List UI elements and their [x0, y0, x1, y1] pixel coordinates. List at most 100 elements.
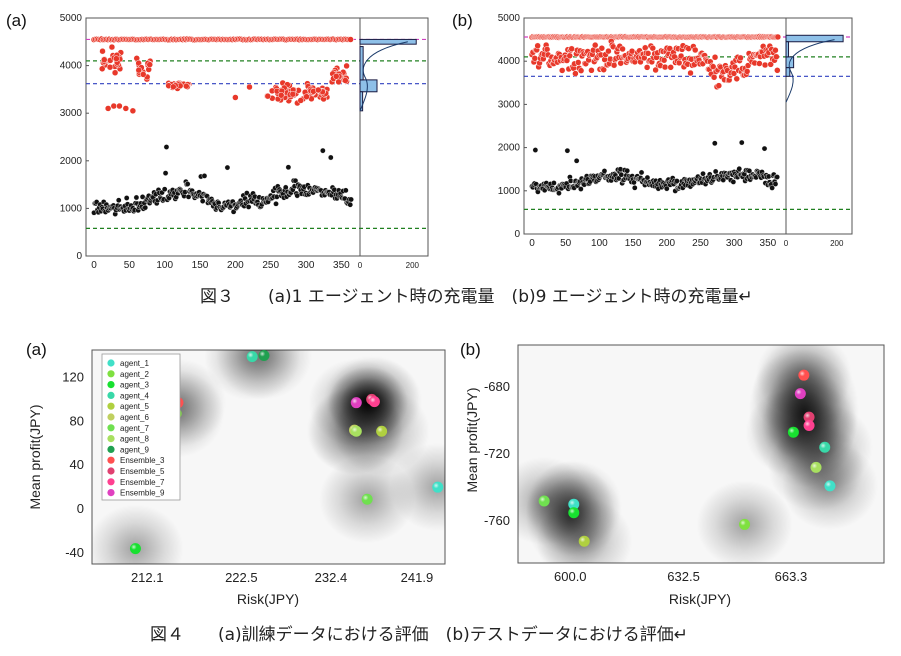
- black-point: [551, 180, 557, 186]
- red-point: [605, 47, 612, 55]
- fig4a-panel-label: (a): [26, 340, 47, 359]
- y-tick-label: 4000: [498, 56, 521, 67]
- red-point: [756, 60, 763, 67]
- red-point: [543, 46, 551, 53]
- hist-density-curve: [785, 39, 835, 103]
- red-point: [342, 77, 349, 84]
- black-point: [769, 185, 775, 191]
- point-highlight: [376, 425, 388, 437]
- hist-tick-label: 200: [830, 239, 844, 248]
- hist-bar: [785, 34, 844, 43]
- red-point: [139, 71, 147, 78]
- point-highlight: [350, 425, 362, 437]
- x-tick-label: 100: [591, 238, 608, 249]
- red-point: [246, 83, 253, 91]
- black-point: [736, 165, 743, 172]
- red-point: [558, 67, 566, 74]
- black-point: [162, 170, 169, 176]
- x-tick-label: 200: [658, 238, 675, 249]
- red-point: [643, 64, 651, 71]
- legend-marker-Ensemble_7: [107, 478, 115, 486]
- point-highlight: [568, 507, 580, 519]
- red-point: [568, 45, 575, 53]
- y-tick-label: 1000: [60, 203, 83, 214]
- x-tick-label: 0: [91, 260, 97, 271]
- x-tick-label: 350: [760, 238, 777, 249]
- black-point: [185, 194, 192, 200]
- black-point: [201, 173, 208, 179]
- fig3-caption: 図３ (a)1 エージェント時の充電量 (b)9 エージェント時の充電量↵: [200, 287, 753, 307]
- y-tick-label: 1000: [498, 186, 521, 197]
- density-layer: [518, 345, 878, 563]
- black-point: [285, 164, 292, 171]
- black-point: [123, 195, 130, 201]
- legend-label-agent_3: agent_3: [120, 381, 149, 390]
- legend-label-agent_4: agent_4: [120, 391, 149, 400]
- x-tick-label: 250: [692, 238, 709, 249]
- fig4b-ylabel: Mean profit(JPY): [464, 387, 480, 492]
- red-point: [660, 56, 668, 64]
- legend-label-Ensemble_7: Ensemble_7: [120, 478, 165, 487]
- red-point: [600, 66, 607, 73]
- legend-label-agent_1: agent_1: [120, 359, 149, 368]
- fig4a-xlabel: Risk(JPY): [237, 591, 299, 607]
- legend-marker-agent_7: [107, 424, 115, 432]
- hist-tick-label: 200: [406, 261, 420, 270]
- red-point: [733, 75, 741, 83]
- legend-marker-agent_2: [107, 370, 115, 378]
- x-tick-label: 300: [726, 238, 743, 249]
- red-point: [649, 44, 657, 52]
- hist-frame: [359, 17, 429, 257]
- hist-bar: [359, 38, 417, 45]
- red-point: [111, 69, 119, 76]
- x-tick-label: 232.4: [315, 570, 348, 585]
- red-point: [774, 33, 782, 41]
- point-highlight: [368, 396, 380, 408]
- black-point: [631, 185, 638, 191]
- red-point: [588, 67, 595, 74]
- red-point: [641, 44, 649, 52]
- point-highlight: [794, 388, 806, 400]
- hist-density-curve: [359, 41, 408, 112]
- black-point: [230, 209, 237, 215]
- black-point: [564, 147, 571, 154]
- hist-bar: [359, 79, 378, 93]
- legend-label-Ensemble_5: Ensemble_5: [120, 467, 165, 476]
- hist-bar: [359, 46, 364, 81]
- red-point: [99, 47, 106, 55]
- black-point: [573, 158, 580, 164]
- red-point: [737, 54, 744, 62]
- red-point: [574, 59, 582, 66]
- red-point: [135, 66, 143, 74]
- red-point: [577, 67, 585, 74]
- legend-label-Ensemble_3: Ensemble_3: [120, 456, 165, 465]
- legend-marker-agent_8: [107, 435, 115, 443]
- legend-marker-agent_4: [107, 391, 115, 399]
- fig4-caption: 図４ (a)訓練データにおける評価 (b)テストデータにおける評価↵: [150, 624, 688, 645]
- y-tick-label: 40: [70, 457, 84, 472]
- black-point: [273, 201, 279, 207]
- y-tick-label: 2000: [60, 156, 83, 167]
- fig3b-panel-label: (b): [452, 11, 473, 30]
- y-tick-label: 0: [77, 501, 84, 516]
- black-point: [624, 167, 630, 174]
- black-point: [644, 174, 651, 181]
- x-tick-label: 50: [124, 260, 136, 271]
- y-tick-label: 2000: [498, 143, 521, 154]
- red-point: [628, 47, 636, 55]
- red-point: [335, 78, 342, 86]
- density-blob: [92, 504, 184, 564]
- red-point: [531, 55, 539, 62]
- legend-label-agent_9: agent_9: [120, 445, 149, 454]
- point-highlight: [787, 426, 799, 438]
- hist-tick-label: 0: [358, 261, 363, 270]
- x-tick-label: 663.3: [775, 569, 808, 584]
- black-point: [774, 174, 780, 180]
- red-point: [170, 83, 177, 91]
- black-point: [761, 145, 768, 152]
- red-point: [774, 67, 781, 74]
- black-point: [320, 147, 326, 154]
- point-highlight: [568, 498, 580, 510]
